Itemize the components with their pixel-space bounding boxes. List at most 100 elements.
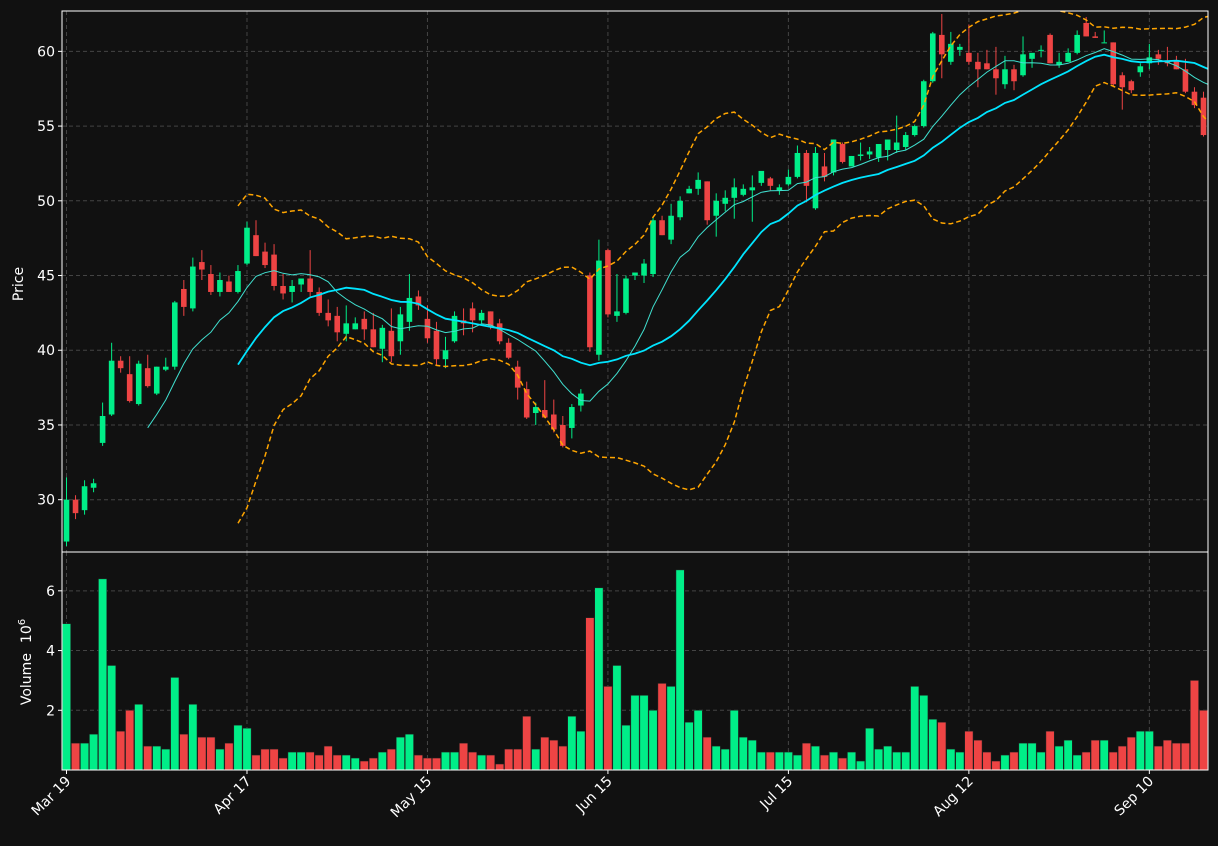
volume-bar bbox=[1072, 754, 1082, 770]
volume-bar bbox=[1036, 751, 1046, 770]
volume-bar bbox=[459, 742, 468, 770]
volume-bar bbox=[323, 745, 333, 770]
candle-body bbox=[280, 285, 286, 294]
candle-body bbox=[560, 424, 566, 446]
candle-body bbox=[361, 318, 368, 330]
candle-body bbox=[442, 350, 449, 360]
price-tick-label: 30 bbox=[37, 493, 55, 509]
candle-body bbox=[740, 188, 747, 195]
candle-body bbox=[668, 215, 674, 240]
candle-body bbox=[1056, 61, 1062, 65]
candle-body bbox=[866, 151, 873, 155]
candle-body bbox=[957, 46, 963, 50]
candle-body bbox=[117, 360, 124, 369]
volume-bar bbox=[287, 751, 297, 770]
candle-body bbox=[713, 200, 720, 216]
candle-body bbox=[144, 368, 151, 387]
price-tick-label: 60 bbox=[37, 44, 55, 60]
volume-bar bbox=[305, 751, 315, 770]
volume-bar bbox=[405, 733, 414, 770]
volume-bar bbox=[982, 751, 992, 770]
volume-bar bbox=[594, 587, 604, 770]
candle-body bbox=[289, 285, 295, 292]
volume-bar bbox=[1126, 736, 1136, 770]
candle-body bbox=[1038, 49, 1044, 51]
candle-body bbox=[893, 142, 900, 150]
candle-body bbox=[731, 187, 738, 198]
volume-bar bbox=[784, 751, 793, 770]
volume-bar bbox=[206, 736, 216, 770]
candle-body bbox=[722, 197, 729, 204]
volume-bar bbox=[278, 757, 288, 770]
price-axis-label: Price bbox=[11, 267, 27, 301]
candle-body bbox=[1002, 69, 1008, 85]
price-tick-label: 40 bbox=[37, 343, 55, 359]
volume-bar bbox=[1018, 742, 1028, 770]
candle-body bbox=[63, 499, 70, 542]
volume-bar bbox=[269, 748, 279, 770]
volume-bar bbox=[1027, 742, 1037, 770]
candle-body bbox=[686, 188, 692, 194]
candle-body bbox=[424, 318, 431, 339]
volume-bar bbox=[1190, 680, 1199, 770]
candle-body bbox=[578, 393, 584, 406]
bollinger-lower-band bbox=[237, 81, 1208, 524]
candle-body bbox=[514, 366, 521, 388]
volume-bar bbox=[359, 760, 369, 770]
volume-bar bbox=[612, 665, 622, 770]
candle-body bbox=[135, 363, 142, 405]
volume-bar bbox=[215, 748, 225, 770]
volume-bar bbox=[1144, 730, 1154, 770]
volume-bar bbox=[513, 748, 523, 770]
volume-bar bbox=[116, 730, 126, 770]
price-tick-label: 50 bbox=[37, 194, 55, 210]
candle-body bbox=[181, 288, 187, 307]
price-tick-label: 45 bbox=[37, 269, 55, 285]
candle-body bbox=[478, 312, 485, 321]
volume-bar bbox=[224, 742, 234, 770]
candle-body bbox=[848, 155, 855, 167]
candle-body bbox=[541, 410, 548, 418]
volume-bar bbox=[693, 710, 703, 770]
volume-bar bbox=[341, 754, 351, 770]
candle-body bbox=[126, 374, 133, 402]
volume-bar bbox=[946, 748, 956, 770]
candle-body bbox=[343, 323, 350, 334]
bollinger-upper-band bbox=[237, 11, 1208, 298]
x-tick-label: May 15 bbox=[388, 774, 436, 822]
candle-body bbox=[469, 308, 476, 321]
candle-body bbox=[1083, 22, 1089, 37]
volume-bar bbox=[702, 736, 712, 770]
candle-body bbox=[1128, 81, 1135, 91]
candle-body bbox=[496, 323, 503, 342]
candle-body bbox=[1092, 36, 1099, 38]
candle-body bbox=[911, 126, 918, 136]
candle-body bbox=[415, 296, 422, 306]
candle-body bbox=[623, 278, 629, 313]
indicator-layer bbox=[147, 11, 1208, 524]
volume-axis-label: Volume 106 bbox=[17, 619, 35, 705]
candle-body bbox=[650, 220, 656, 275]
volume-bar bbox=[386, 748, 396, 770]
volume-bar bbox=[991, 760, 1001, 770]
candle-body bbox=[821, 166, 828, 177]
volume-bar bbox=[89, 733, 98, 770]
candle-body bbox=[614, 311, 620, 316]
volume-bar bbox=[838, 757, 847, 770]
volume-bar bbox=[711, 745, 721, 770]
candle-body bbox=[875, 144, 882, 158]
volume-bar bbox=[477, 754, 486, 770]
candle-body bbox=[99, 416, 106, 443]
candle-body bbox=[948, 43, 954, 62]
candle-body bbox=[776, 187, 783, 191]
volume-bar bbox=[179, 733, 189, 770]
volume-bar bbox=[540, 736, 550, 770]
candle-body bbox=[812, 152, 819, 209]
candle-body bbox=[262, 251, 268, 266]
x-tick-label: Mar 19 bbox=[29, 774, 75, 820]
candle-body bbox=[1065, 52, 1071, 62]
candle-body bbox=[1173, 60, 1180, 70]
volume-bar bbox=[1208, 591, 1216, 770]
volume-bar bbox=[1162, 739, 1172, 770]
